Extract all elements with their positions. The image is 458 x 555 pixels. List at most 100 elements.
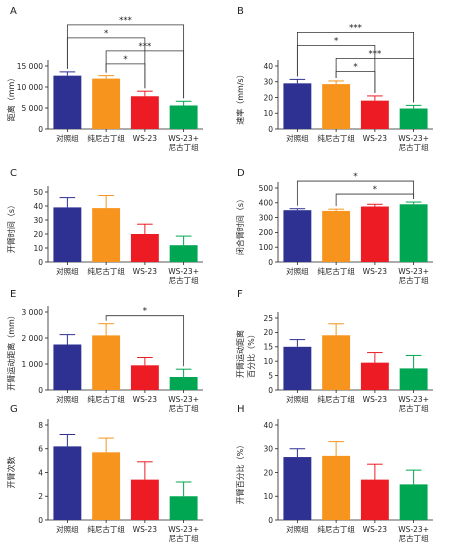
y-tick-label: 0 [268, 386, 273, 395]
x-tick-label: WS-23 [133, 267, 158, 276]
bar [130, 365, 159, 390]
x-tick-label: WS-23 [363, 134, 388, 143]
bar [399, 484, 428, 520]
significance-bracket [296, 44, 376, 93]
x-tick-label: 尼古丁组 [169, 142, 199, 152]
significance-label: *** [119, 16, 132, 26]
y-tick-label: 40 [263, 421, 273, 430]
y-tick-label: 0 [38, 258, 43, 267]
y-tick-label: 10 [33, 244, 43, 253]
x-tick-label: 尼古丁组 [399, 533, 429, 543]
y-axis-label: 开臂次数 [6, 457, 16, 489]
x-tick-label: 对照组 [56, 133, 79, 143]
x-tick-label: WS-23 [133, 395, 158, 404]
bar [169, 496, 198, 520]
bar [92, 335, 121, 390]
panel-letter: G [10, 404, 18, 415]
x-tick-label: 纯尼古丁组 [317, 524, 355, 534]
y-tick-label: 15 000 [17, 62, 43, 71]
y-tick-label: 10 000 [17, 83, 43, 92]
y-axis-label: 开臂运动距离 [235, 330, 245, 378]
significance-label: * [104, 29, 108, 39]
y-tick-label: 10 [263, 492, 273, 501]
bar [399, 108, 428, 129]
y-tick-label: 6 [38, 445, 43, 454]
significance-bracket [296, 180, 415, 206]
y-tick-label: 30 [263, 78, 273, 87]
y-axis-label: 百分比（%） [246, 330, 256, 378]
bar [283, 83, 312, 129]
y-tick-label: 5 000 [22, 104, 44, 113]
x-tick-label: 纯尼古丁组 [317, 394, 355, 404]
significance-bracket [105, 315, 185, 367]
y-tick-label: 10 [263, 357, 273, 366]
y-tick-label: 15 [263, 343, 273, 352]
x-tick-label: WS-23 [133, 525, 158, 534]
y-tick-label: 3 000 [22, 308, 44, 317]
y-axis-label: 开臂百分比（%） [235, 441, 245, 505]
y-tick-label: 40 [33, 202, 43, 211]
y-tick-label: 8 [38, 421, 43, 430]
bar [322, 84, 351, 129]
x-tick-label: WS-23 [133, 134, 158, 143]
x-tick-label: WS-23 [363, 267, 388, 276]
x-tick-label: 纯尼古丁组 [87, 524, 125, 534]
x-tick-label: 对照组 [286, 394, 309, 404]
y-axis-label: 开臂时间（s） [6, 201, 16, 253]
y-axis-label: 距离（mm） [6, 74, 16, 122]
bar [283, 457, 312, 520]
bar [53, 446, 82, 520]
y-tick-label: 0 [268, 516, 273, 525]
panel-D: D 闭合臂时间（s） 0 100 200 300 400 500 对照组 纯尼古丁组 WS-23 WS… [235, 168, 433, 285]
x-tick-label: WS-23+ [398, 267, 429, 276]
y-axis-label: 开臂运动距离（mm） [6, 311, 16, 391]
panel-A: A 距离（mm） 0 5 000 10 000 15 000 对照组 纯尼古丁组 WS-23 WS… [6, 6, 203, 152]
bar [322, 455, 351, 520]
bar [169, 377, 198, 390]
significance-label: * [334, 36, 338, 46]
y-tick-label: 300 [259, 213, 274, 222]
significance-label: *** [349, 23, 362, 33]
x-tick-label: WS-23+ [398, 395, 429, 404]
bar [169, 105, 198, 129]
x-tick-label: WS-23+ [168, 525, 199, 534]
y-tick-label: 20 [263, 468, 273, 477]
x-tick-label: 尼古丁组 [169, 533, 199, 543]
significance-label: *** [139, 42, 152, 52]
bar [130, 234, 159, 262]
y-tick-label: 2 000 [22, 334, 44, 343]
y-tick-label: 40 [263, 62, 273, 71]
panel-letter: E [10, 289, 16, 300]
panel-E: E 开臂运动距离（mm） 0 1 000 2 000 3 000 对照组 纯尼古丁组 WS-23… [6, 289, 203, 413]
x-tick-label: 尼古丁组 [169, 275, 199, 285]
x-tick-label: WS-23 [363, 395, 388, 404]
x-tick-label: 对照组 [286, 524, 309, 534]
x-tick-label: WS-23+ [168, 267, 199, 276]
y-tick-label: 10 [263, 109, 273, 118]
x-tick-label: WS-23+ [168, 395, 199, 404]
bar [360, 206, 389, 262]
bar [360, 362, 389, 390]
y-tick-label: 200 [259, 228, 274, 237]
bar [399, 368, 428, 390]
x-tick-label: 纯尼古丁组 [87, 133, 125, 143]
x-tick-label: 对照组 [56, 394, 79, 404]
bar [399, 204, 428, 262]
bar [92, 78, 121, 129]
significance-bracket [335, 193, 415, 207]
x-tick-label: WS-23 [363, 525, 388, 534]
y-tick-label: 4 [38, 468, 43, 477]
y-tick-label: 20 [263, 328, 273, 337]
y-tick-label: 30 [263, 445, 273, 454]
significance-bracket [105, 50, 185, 99]
bar [130, 479, 159, 520]
bar [360, 479, 389, 520]
panel-letter: B [237, 6, 244, 17]
x-tick-label: 纯尼古丁组 [87, 266, 125, 276]
bar [53, 75, 82, 129]
significance-label: * [123, 55, 127, 65]
y-tick-label: 20 [33, 230, 43, 239]
x-tick-label: 尼古丁组 [169, 403, 199, 413]
